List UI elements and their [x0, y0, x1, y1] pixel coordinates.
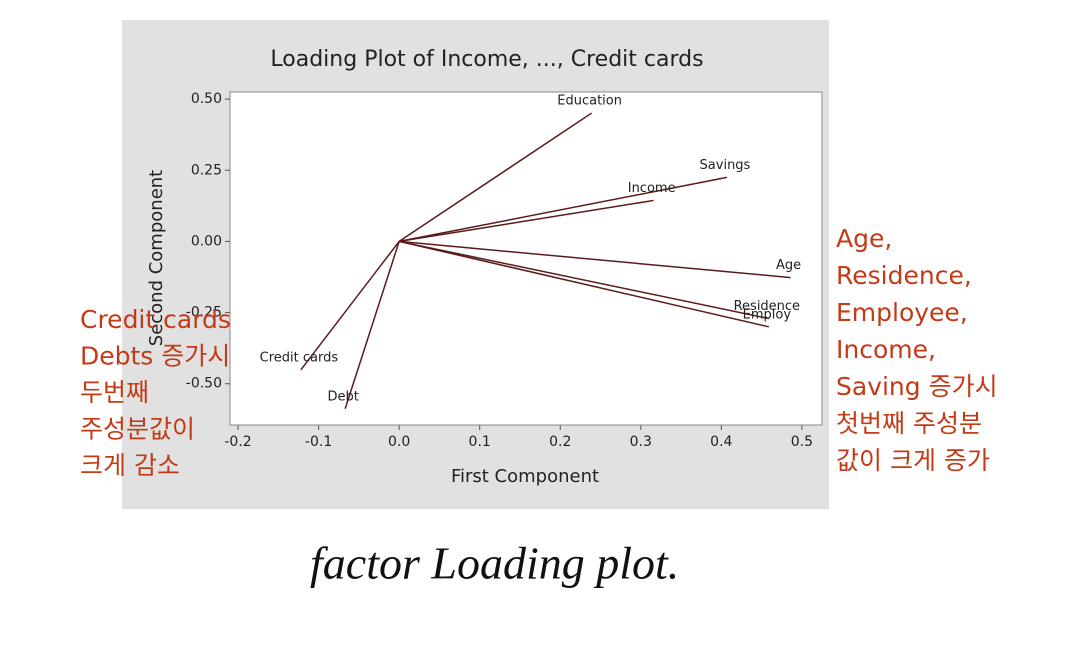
- annotation-right: Age,: [836, 224, 892, 253]
- y-axis-label: Second Component: [146, 170, 167, 346]
- annotation-left: 크게 감소: [80, 451, 180, 480]
- vector-label: Credit cards: [260, 350, 339, 365]
- annotation-right: Employee,: [836, 298, 968, 327]
- y-tick-label: -0.25: [186, 305, 222, 321]
- x-axis-label: First Component: [451, 466, 599, 487]
- x-tick-label: 0.0: [388, 434, 410, 450]
- handwritten-note: factor Loading plot.: [310, 538, 679, 589]
- x-tick-label: -0.1: [305, 434, 332, 450]
- x-tick-label: 0.3: [630, 434, 652, 450]
- loading-vector: [399, 199, 654, 243]
- annotation-right: Income,: [836, 335, 936, 364]
- annotation-left: Credit cards: [80, 305, 231, 334]
- x-tick-label: 0.2: [549, 434, 571, 450]
- x-tick-label: 0.4: [710, 434, 732, 450]
- annotation-left: 주성분값이: [80, 415, 195, 444]
- y-tick-label: -0.50: [186, 376, 222, 392]
- annotation-right: 값이 크게 증가: [836, 446, 990, 475]
- annotation-left: 두번째: [80, 378, 149, 407]
- x-tick-label: -0.2: [224, 434, 251, 450]
- x-tick-label: 0.5: [791, 434, 813, 450]
- y-tick-label: 0.50: [191, 91, 222, 107]
- vector-label: Education: [557, 94, 622, 109]
- y-tick-label: 0.00: [191, 233, 222, 249]
- plot-area: [229, 91, 823, 426]
- loading-vector: [300, 240, 400, 371]
- loading-vector: [398, 176, 728, 243]
- y-tick-label: 0.25: [191, 162, 222, 178]
- loading-vector: [398, 240, 769, 320]
- chart-title: Loading Plot of Income, ..., Credit card…: [270, 47, 703, 72]
- vector-label: Age: [776, 258, 801, 273]
- annotation-right: Saving 증가시: [836, 372, 998, 401]
- vector-label: Income: [628, 181, 676, 196]
- vector-label: Savings: [700, 158, 751, 173]
- loading-vector: [399, 240, 791, 279]
- vector-label: Residence: [734, 299, 800, 314]
- vector-label: Employ: [743, 307, 792, 322]
- annotation-left: Debts 증가시: [80, 342, 230, 371]
- annotation-right: 첫번째 주성분: [836, 409, 982, 438]
- annotation-right: Residence,: [836, 261, 972, 290]
- loading-vector: [398, 240, 770, 328]
- loading-vector: [398, 112, 593, 243]
- x-tick-label: 0.1: [469, 434, 491, 450]
- vector-label: Debt: [327, 389, 358, 404]
- loading-vector: [344, 241, 400, 410]
